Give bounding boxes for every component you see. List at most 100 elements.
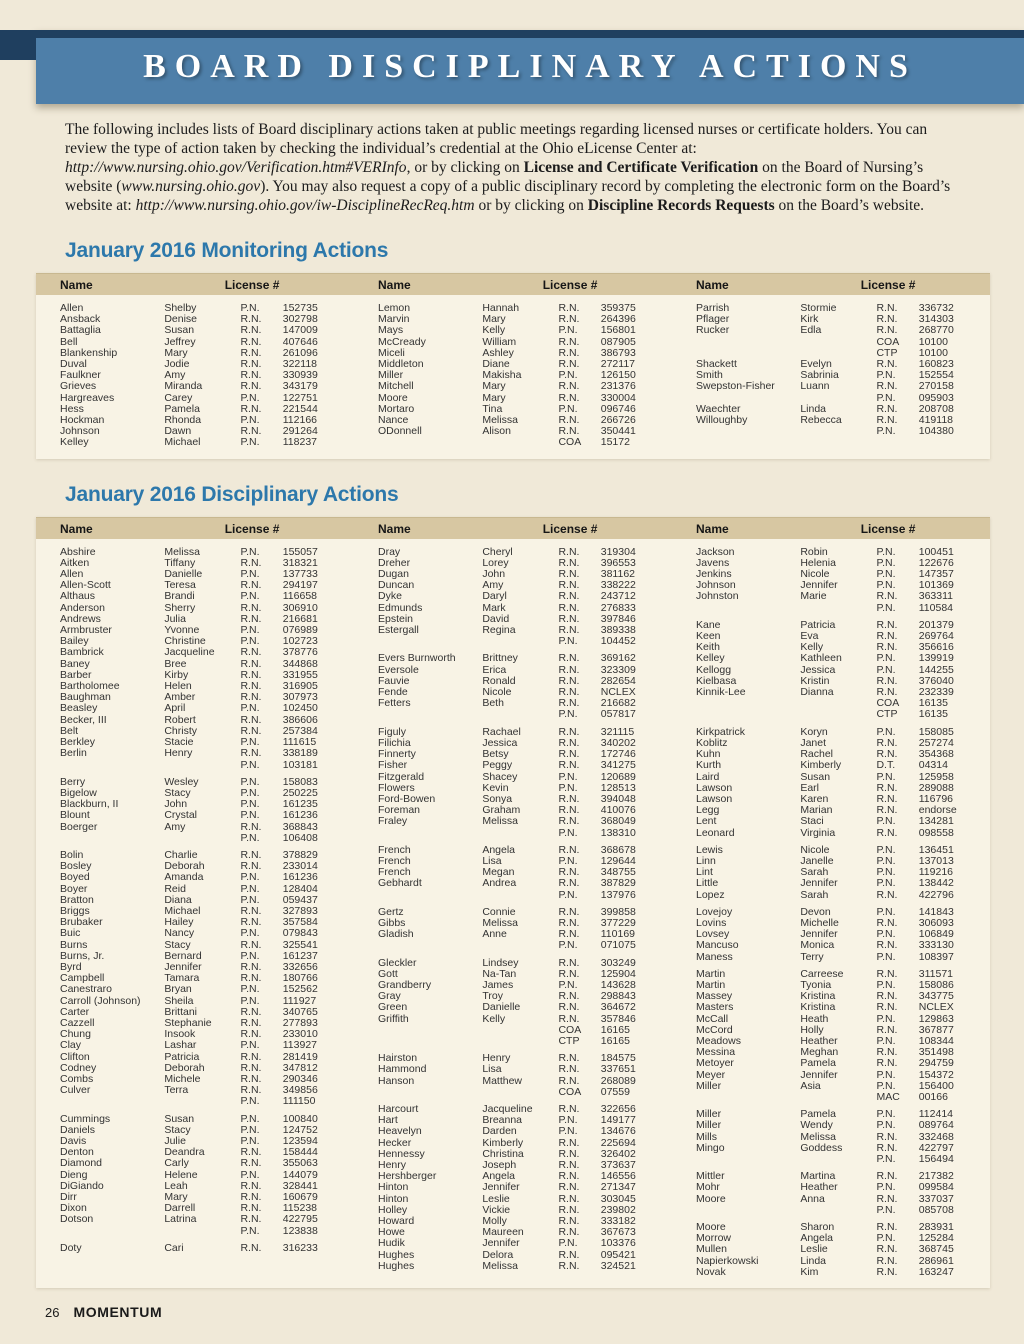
last-name: Holley [378,1203,408,1216]
first-name: Stacy [164,786,191,799]
license-number: 347812 [282,1061,318,1074]
license-number: 340765 [282,1005,318,1018]
last-name: Novak [696,1265,726,1278]
table-row: DiGiando Leah R.N. 328441 [60,1180,342,1192]
license-number: 394048 [600,792,636,805]
table-row: Burns, Jr. Bernard P.N. 161237 [60,950,342,962]
last-name: Mays [378,324,404,337]
table-row: Mittler Martina R.N. 217382 [696,1170,978,1182]
first-name [800,1205,876,1216]
license-number: 348755 [600,866,636,879]
first-name: Rebecca [800,414,842,427]
intro-link[interactable]: http://www.nursing.ohio.gov/iw-Disciplin… [135,197,475,214]
first-name: Lindsey [482,956,519,969]
first-name: Robin [800,545,828,558]
row-group: Mittler Martina R.N. 217382 Mohr Heather P.N. 0… [696,1170,978,1216]
license-type: R.N. [876,1265,898,1278]
table-row: Lovejoy Devon P.N. 141843 [696,906,978,918]
last-name: Martin [696,967,726,980]
license-number: 137013 [918,854,954,867]
license-number: 373637 [600,1159,636,1171]
first-name: Jennifer [800,928,838,941]
table-row: Henry Joseph R.N. 373637 [378,1159,660,1171]
table-row: Beasley April P.N. 102450 [60,703,342,714]
first-name: Edla [800,324,822,337]
table-row: Bosley Deborah R.N. 233014 [60,860,342,873]
first-name: Amy [164,820,186,833]
license-type: R.N. [876,1221,898,1234]
first-name: Latrina [164,1213,197,1226]
license-number: 16165 [600,1023,630,1036]
license-type: P.N. [558,770,578,783]
table-row: COA 10100 [696,336,978,348]
first-name: Patricia [164,1050,200,1063]
license-number: 239802 [600,1203,636,1216]
table-row: Maness Terry P.N. 108397 [696,951,978,963]
row-group: Evers Burnworth Brittney R.N. 369162 Eversol… [378,653,660,720]
license-type: R.N. [558,1248,580,1261]
first-name: Pamela [800,1057,836,1070]
first-name: Christina [482,1147,524,1160]
table-row: Dugan John R.N. 381162 [378,568,660,581]
license-number: 294197 [282,579,318,592]
table-row: Mortaro Tina P.N. 096746 [378,403,660,415]
license-number: 112414 [918,1108,954,1121]
license-type: P.N. [876,815,896,828]
last-name: Moore [696,1192,726,1205]
first-name [800,1154,876,1165]
last-name: Masters [696,1001,734,1014]
last-name: Ansback [60,313,101,326]
last-name: Barber [60,668,92,681]
license-number: 112166 [282,414,318,427]
license-number: 110584 [918,601,954,614]
license-type: P.N. [240,983,260,996]
license-type: COA [558,1023,582,1036]
table-row: Byrd Jennifer R.N. 332656 [60,961,342,973]
table-row: CTP 10100 [696,347,978,359]
license-number: 286961 [918,1254,954,1267]
intro-link[interactable]: www.nursing.ohio.gov [121,178,261,195]
first-name: Graham [482,804,521,817]
table-row: Hess Pamela R.N. 221544 [60,403,342,415]
last-name: Lopez [696,888,725,901]
license-type: R.N. [558,1052,580,1065]
intro-paragraph: The following includes lists of Board di… [65,120,956,215]
last-name: French [378,866,411,879]
license-number: 161236 [282,871,318,884]
license-number: 381162 [600,568,636,581]
table-row: Ansback Denise R.N. 302798 [60,313,342,326]
license-type: D.T. [876,759,896,772]
license-type: R.N. [240,860,262,873]
table-row: Shackett Evelyn R.N. 160823 [696,358,978,370]
last-name: Hairston [378,1052,418,1065]
license-type: R.N. [558,568,580,581]
table-row: Johnston Marie R.N. 363311 [696,591,978,602]
license-number: 368049 [600,815,636,828]
intro-text: ). You may also request a copy of a publ… [65,178,951,214]
last-name [696,1205,800,1216]
license-type: R.N. [240,1084,262,1097]
table-row: Lovsey Jennifer P.N. 106849 [696,928,978,941]
license-number: 303045 [600,1192,636,1205]
license-number: 271347 [600,1181,636,1194]
intro-link[interactable]: http://www.nursing.ohio.gov/Verification… [65,159,407,176]
last-name [696,603,800,614]
license-number: 087905 [600,335,636,348]
license-type: P.N. [876,978,896,991]
license-number: 116796 [918,792,954,805]
license-number: 359375 [600,302,636,314]
table-row: Lewis Nicole P.N. 136451 [696,844,978,856]
license-number: 314303 [918,313,954,326]
first-name: Nicole [800,568,830,581]
license-type: P.N. [876,1034,896,1047]
license-number: 149177 [600,1114,636,1127]
table-row: Bratton Diana P.N. 059437 [60,894,342,906]
table-row: Evers Burnworth Brittney R.N. 369162 [378,653,660,664]
first-name [164,1226,240,1237]
license-number: 277893 [282,1016,318,1029]
license-number: 294759 [918,1057,954,1070]
last-name: Keith [696,641,720,654]
license-number: 326402 [600,1147,636,1160]
license-type: P.N. [240,702,260,715]
last-name: Jackson [696,545,735,558]
